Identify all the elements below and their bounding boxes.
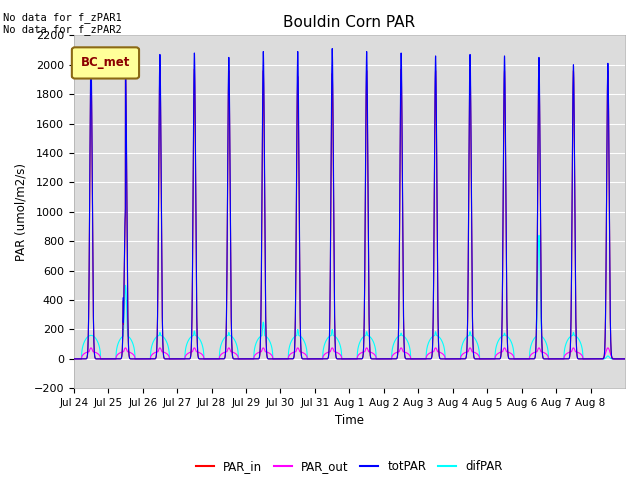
totPAR xyxy=(184,356,192,362)
Line: PAR_in: PAR_in xyxy=(74,69,625,359)
X-axis label: Time: Time xyxy=(335,414,364,427)
totPAR xyxy=(542,356,550,362)
Line: totPAR: totPAR xyxy=(74,48,625,359)
Text: No data for f_zPAR2: No data for f_zPAR2 xyxy=(3,24,122,35)
PAR_in xyxy=(70,356,77,362)
Line: PAR_out: PAR_out xyxy=(74,348,625,359)
Title: Bouldin Corn PAR: Bouldin Corn PAR xyxy=(284,15,415,30)
difPAR xyxy=(500,330,508,336)
PAR_out xyxy=(500,345,508,351)
Line: difPAR: difPAR xyxy=(74,235,625,359)
difPAR xyxy=(542,339,550,345)
PAR_out xyxy=(542,351,550,357)
totPAR xyxy=(500,55,508,60)
PAR_out xyxy=(528,351,536,357)
PAR_in xyxy=(528,356,536,362)
PAR_out xyxy=(87,345,95,351)
PAR_out xyxy=(399,349,407,355)
Y-axis label: PAR (umol/m2/s): PAR (umol/m2/s) xyxy=(15,163,28,261)
totPAR xyxy=(328,46,336,51)
PAR_in xyxy=(400,315,408,321)
difPAR xyxy=(370,340,378,346)
PAR_in xyxy=(184,356,192,362)
PAR_in xyxy=(87,66,95,72)
PAR_out xyxy=(184,350,192,356)
PAR_in xyxy=(501,73,509,79)
Text: No data for f_zPAR1: No data for f_zPAR1 xyxy=(3,12,122,23)
totPAR xyxy=(587,356,595,362)
totPAR xyxy=(399,304,407,310)
PAR_in xyxy=(370,356,378,362)
totPAR xyxy=(370,356,378,362)
difPAR xyxy=(621,356,629,362)
totPAR xyxy=(528,356,536,362)
difPAR xyxy=(535,232,543,238)
difPAR xyxy=(528,341,536,347)
difPAR xyxy=(399,333,407,339)
PAR_in xyxy=(621,356,629,362)
Legend: PAR_in, PAR_out, totPAR, difPAR: PAR_in, PAR_out, totPAR, difPAR xyxy=(191,456,508,478)
difPAR xyxy=(70,356,77,362)
Text: BC_met: BC_met xyxy=(81,57,130,70)
PAR_out xyxy=(70,356,77,362)
PAR_in xyxy=(311,356,319,362)
difPAR xyxy=(184,338,192,344)
PAR_out xyxy=(370,351,378,357)
PAR_out xyxy=(621,356,629,362)
totPAR xyxy=(70,356,77,362)
totPAR xyxy=(621,356,629,362)
PAR_in xyxy=(542,356,550,362)
